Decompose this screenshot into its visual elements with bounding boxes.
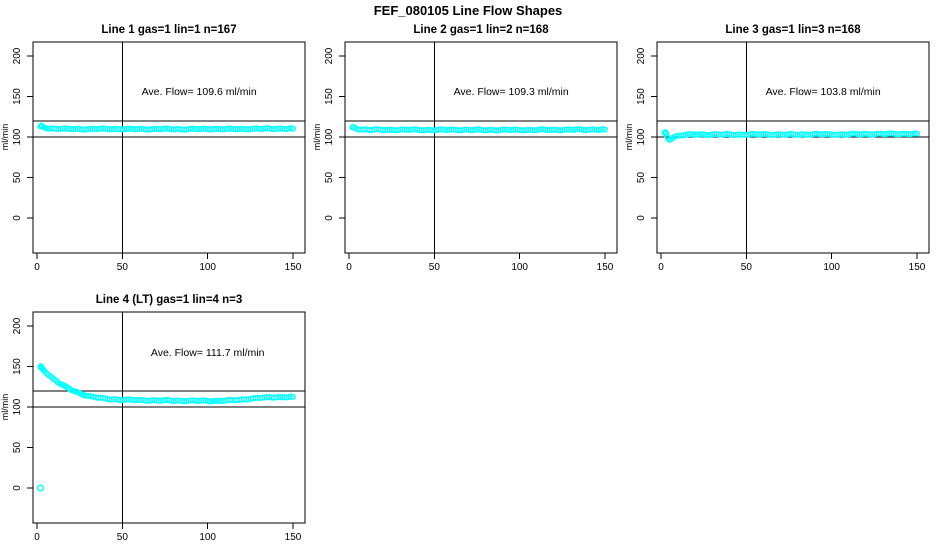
flow-panel: Line 3 gas=1 lin=3 n=168 0 50 100 150 200 ml/m…: [624, 24, 930, 273]
x-tick-label: 150: [597, 262, 614, 270]
y-tick-label: 200: [12, 317, 23, 334]
x-tick-label: 150: [285, 532, 302, 540]
y-tick-label: 0: [636, 215, 647, 221]
chart-cell: Line 2 gas=1 lin=2 n=168 0 50 100 150 200 ml/m…: [312, 0, 624, 273]
y-tick-label: 50: [636, 172, 647, 184]
x-tick-label: 0: [658, 262, 664, 270]
y-tick-label: 150: [636, 88, 647, 105]
x-tick-label: 100: [511, 262, 528, 270]
data-point: [696, 131, 703, 138]
data-point: [690, 131, 697, 138]
panel-title: Line 4 (LT) gas=1 lin=4 n=3: [96, 294, 242, 306]
flow-panel: Line 2 gas=1 lin=2 n=168 0 50 100 150 200 ml/m…: [312, 24, 618, 273]
data-point: [87, 393, 94, 400]
panel-title: Line 2 gas=1 lin=2 n=168: [413, 24, 549, 36]
y-axis-label: ml/min: [0, 394, 10, 421]
empty-cell: [312, 270, 624, 540]
data-point: [602, 126, 609, 133]
data-point: [914, 130, 921, 137]
ave-flow-annotation: Ave. Flow= 109.6 ml/min: [142, 86, 257, 98]
panel-title: Line 1 gas=1 lin=1 n=167: [101, 24, 236, 36]
y-axis-label: ml/min: [312, 124, 322, 151]
outlier-point: [36, 484, 44, 492]
chart-cell: Line 4 (LT) gas=1 lin=4 n=3 0 50 100 150 200 m…: [0, 270, 312, 543]
x-tick-label: 100: [199, 532, 216, 540]
x-tick-label: 50: [117, 532, 129, 540]
page-title: FEF_080105 Line Flow Shapes: [373, 3, 563, 18]
y-tick-label: 150: [12, 358, 23, 375]
y-tick-label: 200: [12, 47, 23, 64]
y-tick-label: 0: [324, 215, 335, 221]
y-tick-label: 100: [12, 398, 23, 415]
y-tick-label: 100: [324, 128, 335, 145]
data-point: [678, 132, 685, 139]
plot-box: [344, 41, 618, 254]
data-point: [703, 131, 710, 138]
data-point: [290, 393, 297, 400]
chart-cell: Line 3 gas=1 lin=3 n=168 0 50 100 150 200 ml/m…: [624, 0, 936, 273]
data-point: [206, 398, 213, 405]
ave-flow-annotation: Ave. Flow= 103.8 ml/min: [766, 86, 881, 98]
y-tick-label: 100: [12, 128, 23, 145]
data-point: [705, 132, 712, 139]
data-point: [212, 397, 219, 404]
y-tick-label: 50: [12, 442, 23, 454]
x-tick-label: 0: [34, 262, 40, 270]
y-tick-label: 50: [324, 172, 335, 184]
plot-box: [32, 311, 306, 524]
x-tick-label: 50: [117, 262, 129, 270]
data-point: [686, 131, 693, 138]
flow-panel: Line 4 (LT) gas=1 lin=4 n=3 0 50 100 150 200 m…: [0, 294, 306, 543]
x-tick-label: 150: [909, 262, 926, 270]
plot-box: [656, 41, 930, 254]
chart-cell: Line 1 gas=1 lin=1 n=167 0 50 100 150 200 ml/m…: [0, 0, 312, 273]
x-tick-label: 0: [34, 532, 40, 540]
y-tick-label: 0: [12, 485, 23, 491]
x-tick-label: 100: [823, 262, 840, 270]
ave-flow-annotation: Ave. Flow= 109.3 ml/min: [454, 86, 569, 98]
plot-box: [32, 41, 306, 254]
data-point: [42, 369, 49, 376]
y-tick-label: 150: [12, 88, 23, 105]
x-tick-label: 50: [741, 262, 753, 270]
data-point: [290, 125, 297, 132]
x-tick-label: 0: [346, 262, 352, 270]
panel-title: Line 3 gas=1 lin=3 n=168: [725, 24, 861, 36]
y-tick-label: 200: [324, 47, 335, 64]
y-axis-label: ml/min: [624, 124, 634, 151]
y-tick-label: 200: [636, 47, 647, 64]
flow-panel: Line 1 gas=1 lin=1 n=167 0 50 100 150 200 ml/m…: [0, 24, 306, 273]
y-tick-label: 150: [324, 88, 335, 105]
x-tick-label: 100: [199, 262, 216, 270]
x-tick-label: 50: [429, 262, 441, 270]
y-tick-label: 0: [12, 215, 23, 221]
y-tick-label: 100: [636, 128, 647, 145]
ave-flow-annotation: Ave. Flow= 111.7 ml/min: [151, 347, 265, 359]
y-tick-label: 50: [12, 172, 23, 184]
empty-cell: [624, 270, 936, 540]
x-tick-label: 150: [285, 262, 302, 270]
data-point: [692, 131, 699, 138]
y-axis-label: ml/min: [0, 124, 10, 151]
